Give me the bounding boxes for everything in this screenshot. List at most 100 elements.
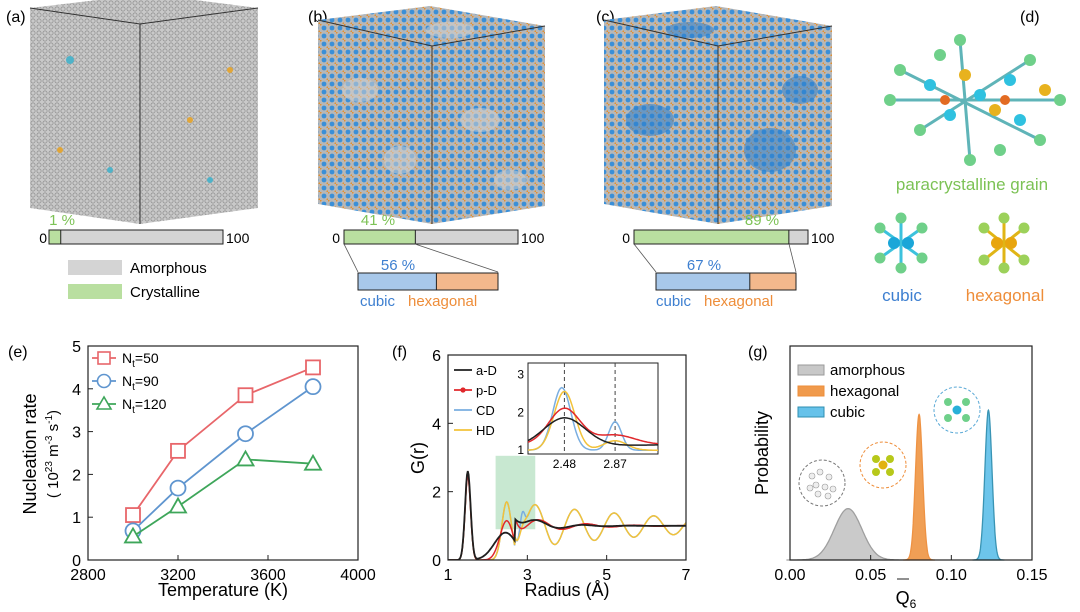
- bar-b-max: 100: [521, 230, 545, 246]
- bar-c-cubic-fill: [655, 272, 751, 291]
- grain-label: paracrystalline grain: [896, 175, 1048, 194]
- g-xtick-label: 0.15: [1016, 567, 1047, 584]
- e-legend-marker: [95, 395, 113, 410]
- f-xtick-label: 7: [682, 567, 691, 584]
- chart-g-legend: amorphous hexagonal cubic: [797, 362, 905, 421]
- chart-f-ylabel: G(r): [408, 442, 428, 474]
- hexagonal-inset-image: [859, 441, 907, 489]
- chart-e-legend: Nt=50 Nt=90 Nt=120: [92, 350, 167, 416]
- panel-label-g: (g): [748, 344, 768, 361]
- g-distribution-amorphous: [786, 507, 910, 561]
- g-legend-swatch: [797, 364, 825, 376]
- e-legend-label: Nt=120: [122, 396, 167, 416]
- e-ytick-label: 3: [72, 425, 81, 442]
- chart-g-xlabel: Q6: [896, 588, 917, 611]
- e-point: [303, 453, 323, 471]
- e-point: [170, 442, 186, 459]
- chart-f-ticks: 1 3 5 7 0 2 4 6: [432, 348, 690, 584]
- e-xtick-label: 2800: [70, 567, 106, 584]
- bar-b-crystal-fill: [343, 229, 416, 245]
- f-xtick-label: 1: [444, 567, 453, 584]
- e-series-line-0: [132, 366, 314, 516]
- f-ytick-label: 6: [432, 348, 441, 365]
- legend-crystalline: Crystalline: [130, 284, 200, 301]
- legend-top: Amorphous Crystalline: [68, 260, 207, 301]
- panel-label-d: (d): [1020, 9, 1040, 26]
- f-series-line-a-D: [448, 470, 686, 560]
- f-inset-line-p-D: [528, 407, 658, 445]
- e-point: [304, 378, 322, 396]
- chart-f-highlight: [495, 455, 536, 530]
- cube-c: [603, 6, 833, 224]
- chart-e-xlabel: Temperature (K): [158, 580, 288, 600]
- legend-amorphous: Amorphous: [130, 260, 207, 277]
- e-xtick-label: 3200: [160, 567, 196, 584]
- bar-b: 41 % 0 100 56 % cubic hexagonal: [332, 212, 544, 310]
- f-legend-label: HD: [476, 423, 495, 438]
- bar-a-percent: 1 %: [49, 212, 75, 229]
- chart-f: 1 3 5 7 0 2 4 6 Radius (Å) G(r) a-D p-D CD HD 2.48…: [408, 348, 691, 600]
- chart-g-ylabel: Probability: [752, 411, 772, 495]
- e-point: [237, 425, 254, 443]
- g-xtick-label: 0.00: [774, 567, 805, 584]
- bar-a: 1 % 0 100: [39, 212, 249, 246]
- bar-b-cubic-fill: [357, 272, 437, 291]
- bar-c-percent: 89 %: [745, 212, 779, 229]
- d-cubic-label: cubic: [882, 286, 922, 305]
- chart-e: 2800 3200 3600 4000 0 1 2 3 4 5 Temperature (K) N…: [20, 339, 376, 600]
- e-ytick-label: 2: [72, 467, 81, 484]
- e-xtick-label: 4000: [340, 567, 376, 584]
- hexagonal-unit-image: [978, 212, 1030, 274]
- chart-e-ylabel: Nucleation rate: [20, 393, 40, 514]
- paracrystalline-grain-image: [884, 34, 1066, 166]
- panel-label-e: (e): [8, 344, 28, 361]
- cube-a: [29, 0, 259, 224]
- f-inset-xtick-label: 2.87: [603, 457, 627, 471]
- g-legend-swatch: [797, 406, 825, 418]
- chart-e-frame: [87, 345, 359, 561]
- bar-c: 89 % 0 100 67 % cubic hexagonal: [622, 212, 834, 310]
- chart-g-frame: [789, 345, 1033, 561]
- f-inset-xtick-label: 2.48: [553, 457, 577, 471]
- e-legend-label: Nt=90: [122, 373, 159, 393]
- e-ytick-label: 5: [72, 339, 81, 356]
- f-inset-ytick-label: 1: [517, 443, 524, 457]
- chart-e-yunits: ( 1023 m-3 s-1): [44, 410, 62, 498]
- f-ytick-label: 4: [432, 416, 441, 433]
- chart-g-ticks: 0.00 0.05 0.10 0.15: [774, 555, 1048, 584]
- bar-c-hex-label: hexagonal: [704, 293, 773, 310]
- bar-c-cubic-label: cubic: [656, 293, 692, 310]
- d-hexagonal-label: hexagonal: [966, 286, 1044, 305]
- panel-label-a: (a): [6, 9, 26, 26]
- chart-e-lines: [123, 359, 323, 544]
- e-ytick-label: 0: [72, 553, 81, 570]
- e-point: [123, 526, 143, 544]
- f-inset-line-HD: [528, 390, 658, 451]
- chart-f-frame: [447, 354, 687, 561]
- g-xtick-label: 0.05: [855, 567, 886, 584]
- chart-e-ticks: 2800 3200 3600 4000 0 1 2 3 4 5: [70, 339, 376, 584]
- bar-b-percent: 41 %: [361, 212, 395, 229]
- e-point: [237, 387, 254, 404]
- f-ytick-label: 2: [432, 485, 441, 502]
- chart-f-inset: 2.48 2.87 1 2 3: [517, 362, 659, 471]
- cubic-inset-image: [933, 386, 981, 434]
- e-point: [125, 507, 141, 523]
- bar-c-min: 0: [622, 230, 630, 246]
- e-point: [168, 496, 188, 514]
- bar-b-cubic-percent: 56 %: [381, 257, 415, 274]
- bar-c-cubic-percent: 67 %: [687, 257, 721, 274]
- f-legend-label: CD: [476, 403, 495, 418]
- bar-b-min: 0: [332, 230, 340, 246]
- legend-amorphous-swatch: [68, 260, 122, 275]
- e-ytick-label: 1: [72, 510, 81, 527]
- amorphous-inset-image: [798, 459, 846, 507]
- bar-a-max: 100: [226, 230, 250, 246]
- e-legend-label: Nt=50: [122, 350, 159, 370]
- f-xtick-label: 3: [523, 567, 532, 584]
- f-xtick-label: 5: [602, 567, 611, 584]
- e-point: [169, 479, 187, 497]
- e-legend-marker: [97, 351, 111, 365]
- bar-c-crystal-fill: [633, 229, 790, 245]
- bar-b-cubic-label: cubic: [360, 293, 396, 310]
